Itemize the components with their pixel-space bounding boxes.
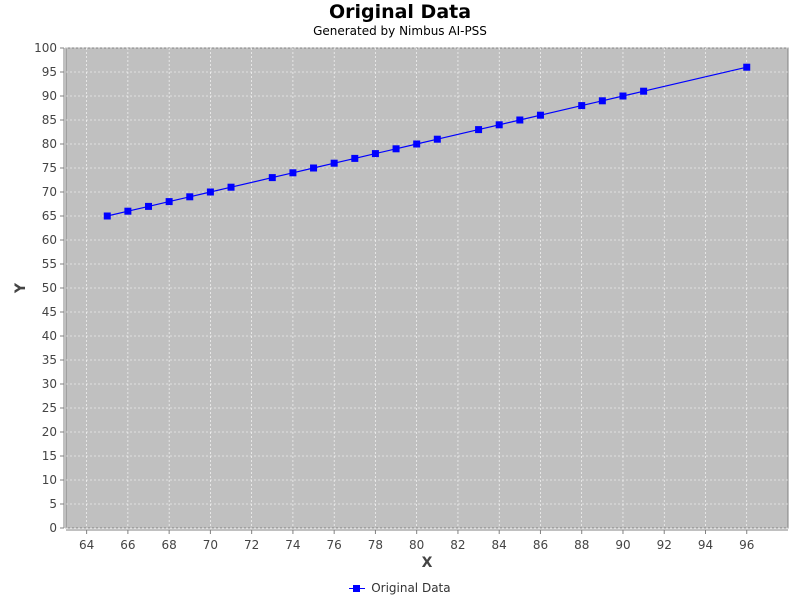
x-tick-label: 84 — [492, 538, 507, 552]
x-tick-label: 64 — [79, 538, 94, 552]
x-tick-label: 66 — [120, 538, 135, 552]
x-tick-label: 78 — [368, 538, 383, 552]
y-tick-label: 100 — [34, 41, 57, 55]
chart-area: 64 66 68 70 72 74 76 78 80 82 84 86 88 90 92 94 96 0 5 10 1… — [13, 41, 789, 571]
data-point — [165, 198, 173, 206]
y-axis-ticks: 0 5 10 15 20 25 30 35 40 45 50 55 60 65 70 75 80 85 90 95 10… — [34, 41, 64, 535]
y-tick-label: 45 — [42, 305, 57, 319]
data-point — [124, 207, 132, 215]
x-tick-label: 94 — [698, 538, 713, 552]
y-tick-label: 95 — [42, 65, 57, 79]
data-point — [619, 92, 627, 100]
y-tick-label: 15 — [42, 449, 57, 463]
data-point — [475, 126, 483, 134]
data-point — [186, 193, 194, 201]
x-tick-label: 74 — [285, 538, 300, 552]
y-tick-label: 10 — [42, 473, 57, 487]
x-tick-label: 96 — [739, 538, 754, 552]
data-point — [536, 111, 544, 119]
y-tick-label: 50 — [42, 281, 57, 295]
y-tick-label: 0 — [49, 521, 57, 535]
x-tick-label: 88 — [574, 538, 589, 552]
y-tick-label: 90 — [42, 89, 57, 103]
y-tick-label: 40 — [42, 329, 57, 343]
data-point — [433, 135, 441, 143]
x-tick-label: 92 — [657, 538, 672, 552]
y-axis-title: Y — [13, 282, 29, 294]
x-tick-label: 76 — [327, 538, 342, 552]
chart-title: Original Data — [328, 1, 472, 23]
data-point — [640, 87, 648, 95]
data-point — [103, 212, 111, 220]
y-tick-label: 80 — [42, 137, 57, 151]
data-point — [743, 63, 751, 71]
x-tick-label: 82 — [450, 538, 465, 552]
legend: Original Data — [0, 580, 800, 596]
x-tick-label: 90 — [615, 538, 630, 552]
data-point — [206, 188, 214, 196]
x-axis-ticks: 64 66 68 70 72 74 76 78 80 82 84 86 88 90 92 94 96 — [79, 530, 754, 552]
data-point — [392, 145, 400, 153]
legend-swatch-icon — [349, 584, 366, 594]
y-tick-label: 20 — [42, 425, 57, 439]
x-tick-label: 68 — [162, 538, 177, 552]
y-tick-label: 30 — [42, 377, 57, 391]
x-tick-label: 70 — [203, 538, 218, 552]
data-point — [310, 164, 318, 172]
x-axis-title: X — [422, 555, 433, 571]
x-tick-label: 72 — [244, 538, 259, 552]
y-tick-label: 35 — [42, 353, 57, 367]
legend-label: Original Data — [371, 581, 451, 595]
grid-lines — [66, 47, 788, 529]
y-tick-label: 65 — [42, 209, 57, 223]
data-point — [598, 97, 606, 105]
y-tick-label: 70 — [42, 185, 57, 199]
data-point — [578, 102, 586, 110]
data-point — [351, 154, 359, 162]
data-point — [227, 183, 235, 191]
x-tick-label: 86 — [533, 538, 548, 552]
data-point — [145, 202, 153, 210]
chart-subtitle: Generated by Nimbus AI-PSS — [313, 24, 487, 38]
y-tick-label: 75 — [42, 161, 57, 175]
x-tick-label: 80 — [409, 538, 424, 552]
y-tick-label: 5 — [49, 497, 57, 511]
data-point — [330, 159, 338, 167]
data-point — [371, 150, 379, 158]
y-tick-label: 85 — [42, 113, 57, 127]
data-point — [495, 121, 503, 129]
y-tick-label: 25 — [42, 401, 57, 415]
y-tick-label: 55 — [42, 257, 57, 271]
data-point — [516, 116, 524, 124]
y-tick-label: 60 — [42, 233, 57, 247]
series-layer — [103, 63, 751, 220]
data-point — [268, 174, 276, 182]
data-point — [289, 169, 297, 177]
data-point — [413, 140, 421, 148]
